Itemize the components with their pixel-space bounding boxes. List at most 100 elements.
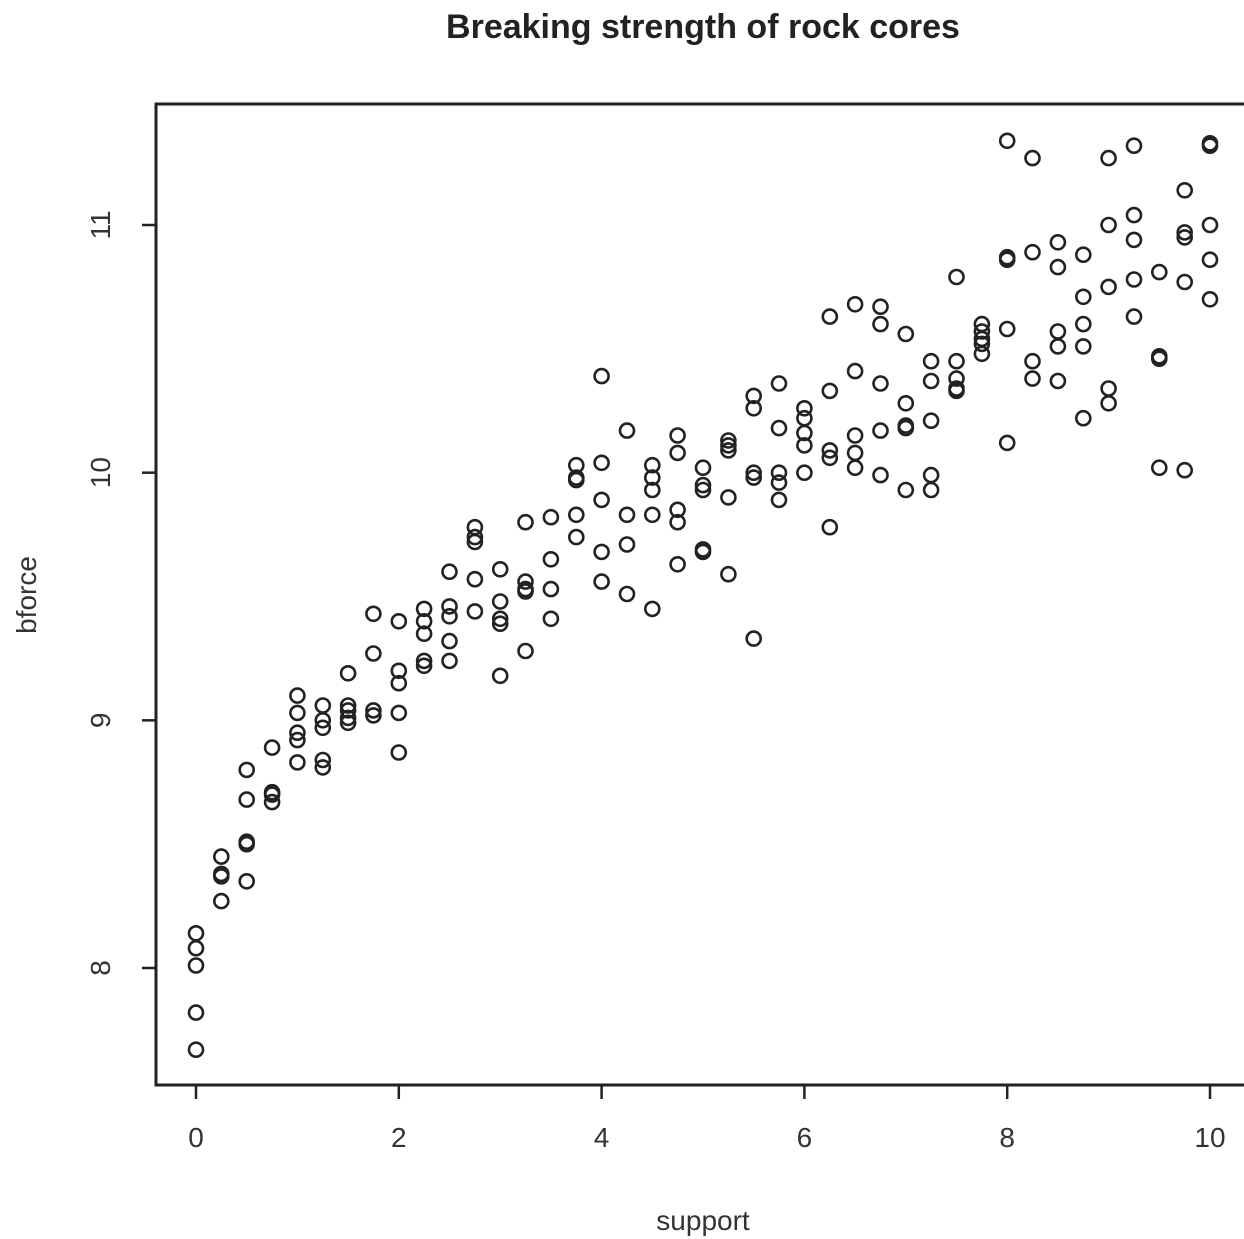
data-point	[948, 370, 965, 387]
data-point	[390, 704, 408, 722]
data-point	[745, 387, 763, 405]
y-axis: 8 9 10 11	[85, 210, 156, 976]
data-point	[390, 662, 408, 680]
data-point	[1024, 370, 1041, 387]
data-point	[339, 709, 357, 727]
data-point	[1075, 315, 1092, 333]
data-point	[314, 751, 332, 769]
data-point	[339, 714, 357, 732]
data-point	[491, 560, 509, 578]
data-point	[567, 528, 585, 546]
data-point	[948, 382, 965, 400]
data-point	[390, 744, 408, 761]
data-point	[1176, 224, 1193, 241]
data-point	[491, 615, 509, 633]
data-point	[491, 593, 509, 610]
data-point	[314, 711, 332, 729]
data-point	[669, 501, 686, 519]
y-tick-label: 9	[85, 713, 116, 729]
data-point	[263, 739, 281, 756]
data-point	[1125, 206, 1143, 224]
data-point	[441, 632, 458, 650]
data-point	[897, 394, 915, 412]
data-point	[517, 642, 534, 660]
data-point	[1049, 372, 1067, 390]
data-point	[922, 372, 940, 390]
data-point	[542, 508, 560, 526]
data-point	[1049, 258, 1067, 276]
data-point	[922, 352, 940, 370]
data-point	[998, 434, 1016, 452]
data-point	[998, 132, 1016, 150]
data-point	[1049, 338, 1067, 355]
data-point	[1201, 290, 1219, 308]
data-point	[593, 454, 610, 472]
data-point	[213, 892, 230, 910]
x-tick-label: 4	[594, 1122, 610, 1153]
data-points	[187, 132, 1219, 1058]
x-tick-label: 6	[797, 1122, 813, 1153]
data-point	[720, 442, 737, 459]
data-point	[466, 570, 484, 588]
data-point	[948, 352, 965, 370]
data-point	[213, 868, 230, 885]
data-point	[1176, 229, 1193, 246]
data-point	[1024, 149, 1041, 167]
data-point	[1201, 251, 1219, 269]
data-point	[948, 268, 965, 286]
data-point	[517, 513, 534, 531]
data-point	[238, 791, 255, 808]
data-point	[745, 630, 763, 647]
data-point	[846, 427, 864, 444]
data-point	[643, 600, 661, 618]
data-point	[846, 295, 864, 313]
x-tick-label: 8	[999, 1122, 1015, 1153]
data-point	[669, 444, 686, 462]
data-point	[567, 471, 585, 489]
data-point	[922, 412, 940, 430]
data-point	[365, 605, 382, 623]
data-point	[1024, 243, 1041, 261]
data-point	[1151, 350, 1168, 368]
data-point	[187, 924, 205, 942]
data-point	[770, 375, 788, 392]
data-point	[491, 610, 509, 628]
data-point	[593, 367, 610, 385]
data-point	[314, 719, 332, 737]
data-point	[238, 872, 255, 890]
data-point	[770, 419, 788, 437]
data-point	[517, 573, 534, 590]
data-point	[289, 704, 306, 722]
data-point	[1125, 308, 1143, 325]
data-point	[1201, 216, 1219, 234]
data-point	[289, 754, 306, 771]
data-point	[466, 603, 484, 620]
data-point	[441, 563, 458, 581]
data-point	[1151, 459, 1168, 477]
data-point	[567, 506, 585, 524]
data-point	[720, 437, 737, 454]
data-point	[1100, 380, 1117, 397]
data-point	[643, 481, 661, 499]
data-point	[872, 375, 889, 392]
data-point	[618, 422, 636, 439]
data-point	[694, 459, 712, 477]
data-point	[745, 469, 763, 486]
data-point	[466, 533, 484, 551]
data-point	[618, 506, 636, 524]
data-point	[643, 506, 661, 524]
data-point	[441, 598, 458, 615]
data-point	[618, 536, 636, 553]
data-point	[897, 325, 915, 343]
data-point	[821, 449, 839, 467]
data-point	[1075, 338, 1092, 355]
data-point	[213, 848, 230, 865]
x-tick-label: 0	[188, 1122, 204, 1153]
data-point	[745, 464, 763, 482]
data-point	[466, 528, 484, 546]
data-point	[1075, 409, 1092, 427]
data-point	[1100, 394, 1117, 412]
data-point	[821, 518, 839, 536]
data-point	[1176, 182, 1193, 199]
data-point	[415, 652, 433, 670]
